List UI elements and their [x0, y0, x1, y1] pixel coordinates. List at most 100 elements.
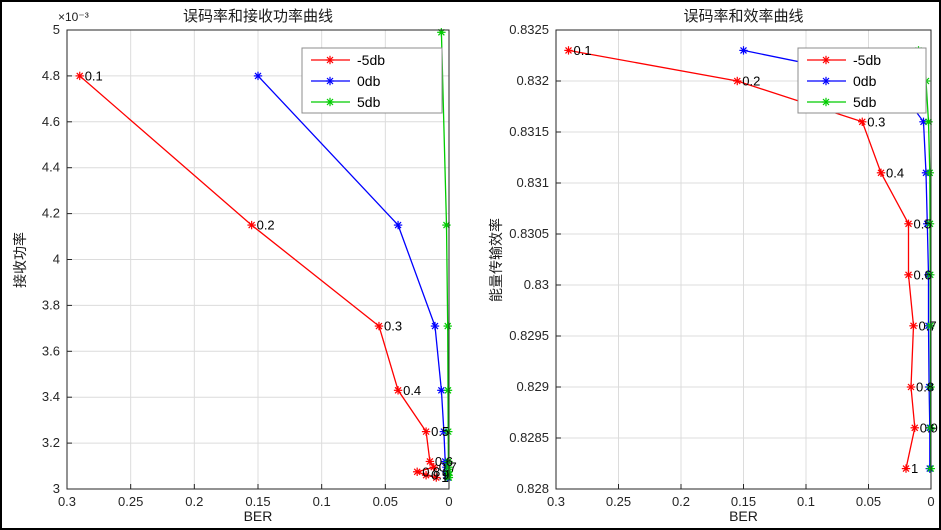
marker-asterisk	[905, 271, 912, 279]
y-tick-label: 4.2	[42, 206, 60, 221]
marker-asterisk	[422, 428, 430, 436]
point-label: 0.7	[439, 460, 457, 475]
y-tick-label: 0.829	[516, 379, 549, 394]
marker-asterisk	[444, 386, 452, 394]
point-label: 0.7	[919, 318, 937, 333]
legend-marker-sample	[326, 77, 334, 85]
x-tick-label: 0.25	[606, 494, 631, 509]
point-label: 0.4	[403, 383, 421, 398]
marker-asterisk	[394, 386, 402, 394]
y-tick-label: 4.4	[42, 160, 60, 175]
x-tick-label: 0.15	[731, 494, 756, 509]
marker-asterisk	[911, 424, 919, 432]
marker-asterisk	[920, 118, 927, 126]
y-axis-label: 能量传输效率	[488, 218, 504, 302]
point-label: 0.5	[431, 424, 449, 439]
ber-power-plot-canvas: 0.1 0.2 0.3 0.4 0.5 0.60.70.80.91 0.3 0.25 0.2 0.…	[42, 22, 457, 509]
x-tick-label: 0.15	[245, 494, 270, 509]
y-tick-label: 0.8285	[509, 430, 549, 445]
x-tick-label: 0.1	[313, 494, 331, 509]
y-axis-multiplier: ×10⁻³	[58, 10, 89, 24]
y-tick-label: 5	[53, 22, 60, 37]
y-tick-label: 0.832	[516, 73, 549, 88]
legend-label: -5db	[357, 52, 385, 68]
x-tick-label: 0.25	[118, 494, 143, 509]
y-tick-label: 0.828	[516, 481, 549, 496]
point-label: 0.6	[914, 267, 932, 282]
point-label: 0.3	[384, 319, 402, 334]
point-label: 0.6	[435, 454, 453, 469]
point-label: 0.9	[431, 468, 449, 483]
y-tick-label: 4.6	[42, 114, 60, 129]
y-tick-label: 4	[53, 252, 60, 267]
y-tick-label: 0.8305	[509, 226, 549, 241]
point-label: 0.2	[257, 218, 275, 233]
y-tick-label: 4.8	[42, 68, 60, 83]
x-tick-label: 0.05	[856, 494, 881, 509]
ber-efficiency-chart: 0.1 0.2 0.3 0.4 0.5 0.6 0.7 0.8 0.9 1 0.3 0.25 0.2 0.…	[472, 2, 939, 528]
marker-asterisk	[430, 463, 438, 471]
x-tick-label: 0	[445, 494, 452, 509]
marker-asterisk	[254, 72, 262, 80]
chart-title: 误码率和效率曲线	[683, 8, 804, 25]
marker-asterisk	[444, 322, 452, 330]
marker-asterisk	[926, 271, 934, 279]
y-axis-label: 接收功率	[12, 232, 28, 288]
legend-marker-sample	[326, 98, 334, 106]
marker-asterisk	[910, 322, 917, 330]
legend-label: 5db	[853, 94, 877, 110]
marker-asterisk	[413, 468, 421, 476]
point-label: 0.2	[742, 74, 760, 89]
point-label: 0.5	[914, 216, 932, 231]
x-tick-label: 0.2	[185, 494, 203, 509]
marker-asterisk	[905, 220, 912, 228]
marker-asterisk	[443, 221, 450, 229]
point-label: 0.4	[886, 165, 904, 180]
marker-asterisk	[432, 474, 440, 481]
marker-asterisk	[375, 322, 383, 330]
point-label: 0.8	[422, 464, 440, 479]
chart-title: 误码率和接收功率曲线	[182, 8, 333, 25]
legend-marker-sample	[326, 56, 334, 64]
y-tick-label: 3.8	[42, 297, 60, 312]
point-label: 1	[911, 461, 918, 476]
legend-marker-sample	[822, 56, 830, 64]
marker-asterisk	[858, 118, 866, 126]
x-axis-label: BER	[243, 508, 273, 524]
y-tick-label: 0.8325	[509, 22, 549, 37]
marker-asterisk	[926, 322, 934, 330]
legend-label: -5db	[853, 52, 881, 68]
point-label: 1	[441, 470, 448, 485]
x-tick-label: 0.3	[547, 494, 565, 509]
point-label: 0.9	[920, 420, 938, 435]
point-label: 0.8	[916, 380, 934, 395]
y-tick-label: 0.831	[516, 175, 549, 190]
y-tick-label: 3.6	[42, 343, 60, 358]
ber-power-chart: 0.1 0.2 0.3 0.4 0.5 0.6 0.7 0.8 0.9 1 0.3 0.25 0.2 0.…	[2, 2, 472, 528]
marker-asterisk	[76, 72, 84, 80]
x-tick-label: 0.3	[58, 494, 76, 509]
legend-label: 5db	[357, 94, 381, 110]
legend-marker-sample	[822, 98, 830, 106]
marker-asterisk	[444, 428, 452, 436]
marker-asterisk	[565, 46, 572, 54]
y-tick-label: 3.2	[42, 435, 60, 450]
legend-label: 0db	[357, 73, 381, 89]
x-tick-label: 0.2	[672, 494, 690, 509]
marker-asterisk	[733, 77, 741, 85]
y-tick-label: 3.4	[42, 389, 60, 404]
series-line-0db	[257, 75, 449, 478]
y-tick-label: 3	[53, 481, 60, 496]
marker-asterisk	[926, 169, 934, 177]
marker-asterisk	[740, 46, 747, 54]
y-tick-label: 0.8315	[509, 124, 549, 139]
marker-asterisk	[444, 458, 452, 465]
x-tick-label: 0.05	[373, 494, 398, 509]
x-axis-label: BER	[729, 508, 758, 524]
point-label: 0.3	[867, 114, 885, 129]
x-tick-label: 0	[927, 494, 934, 509]
legend-label: 0db	[853, 73, 877, 89]
marker-asterisk	[926, 220, 934, 228]
marker-asterisk	[437, 386, 445, 394]
